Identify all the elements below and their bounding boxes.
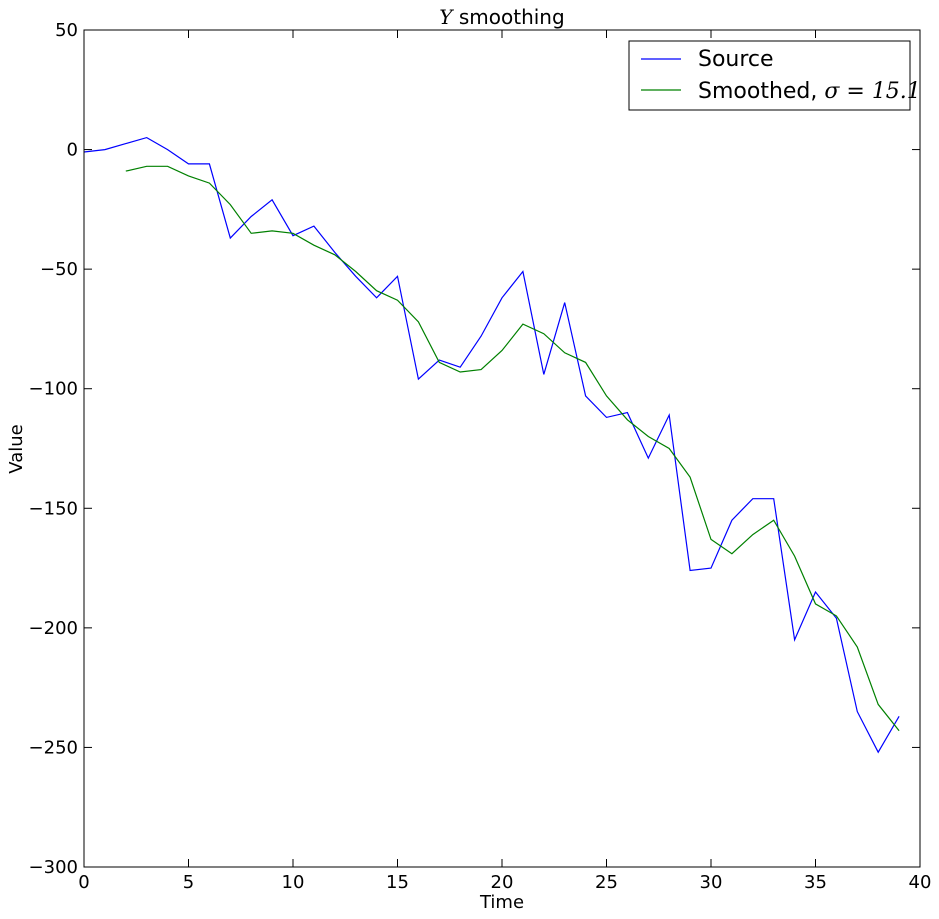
- chart-title-text: smoothing: [453, 5, 565, 29]
- x-tick-label: 10: [282, 872, 305, 893]
- plot-area: [84, 30, 920, 867]
- x-tick-label: 20: [491, 872, 514, 893]
- legend-label-smoothed-text: Smoothed,: [698, 79, 824, 104]
- y-tick-label: −250: [29, 737, 78, 758]
- legend-label-smoothed: Smoothed, σ = 15.1: [698, 79, 921, 104]
- y-tick-label: −50: [40, 259, 78, 280]
- series-layer: [83, 136, 900, 754]
- y-tick-label: −200: [29, 618, 78, 639]
- x-tick-label: 40: [909, 872, 932, 893]
- ticks-layer: 0 5 10 15 20 25 30 35 40 50 0 −50 −100 −150 −200 −250 −3…: [29, 20, 932, 893]
- legend-label-source: Source: [698, 47, 774, 72]
- x-tick-label: 0: [78, 872, 89, 893]
- legend: Source Smoothed, σ = 15.1: [628, 40, 921, 111]
- chart-title: Y smoothing: [439, 5, 564, 29]
- y-axis-title: Value: [6, 424, 27, 473]
- chart-title-math: Y: [439, 5, 454, 29]
- y-tick-label: −100: [29, 379, 78, 400]
- x-tick-label: 30: [700, 872, 723, 893]
- legend-box: [628, 40, 911, 111]
- x-axis-title: Time: [479, 892, 524, 913]
- legend-label-smoothed-math: σ = 15.1: [824, 79, 920, 104]
- series-line-smoothed: [125, 165, 900, 732]
- y-tick-label: 50: [55, 20, 78, 41]
- x-tick-label: 25: [595, 872, 618, 893]
- x-tick-label: 15: [386, 872, 409, 893]
- x-tick-label: 5: [183, 872, 194, 893]
- y-tick-label: −150: [29, 498, 78, 519]
- series-line-source: [83, 136, 900, 754]
- x-tick-label: 35: [804, 872, 827, 893]
- y-tick-label: −300: [29, 857, 78, 878]
- y-tick-label: 0: [67, 140, 78, 161]
